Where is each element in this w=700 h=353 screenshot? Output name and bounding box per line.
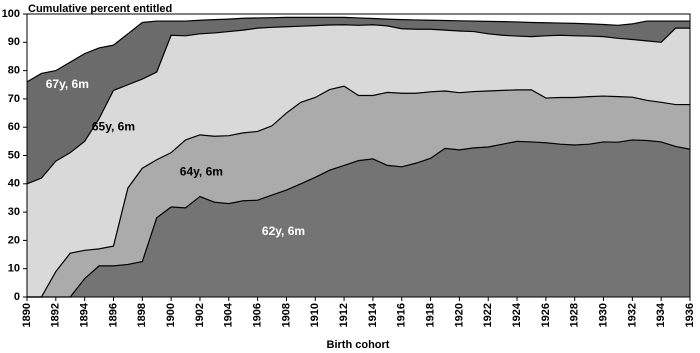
y-tick-label: 70 [8, 93, 20, 105]
x-tick-label: 1900 [165, 303, 177, 327]
y-tick-label: 20 [8, 234, 20, 246]
y-tick-label: 30 [8, 206, 20, 218]
x-tick-label: 1904 [223, 302, 235, 327]
x-tick-label: 1916 [396, 303, 408, 327]
area-line [27, 85, 690, 298]
chart-title: Cumulative percent entitled [28, 3, 172, 15]
y-tick-label: 80 [8, 65, 20, 77]
x-tick-label: 1914 [367, 302, 379, 327]
area-line [27, 139, 691, 298]
y-tick-label: 10 [8, 263, 20, 275]
x-tick-label: 1928 [569, 303, 581, 327]
y-tick-label: 100 [2, 8, 20, 20]
x-tick-label: 1926 [540, 303, 552, 327]
y-tick-label: 90 [8, 36, 20, 48]
x-tick-label: 1920 [453, 303, 465, 327]
x-tick-label: 1912 [338, 303, 350, 327]
x-tick-label: 1902 [194, 303, 206, 327]
x-tick-label: 1892 [50, 303, 62, 327]
x-tick-label: 1924 [511, 302, 523, 327]
area-line [26, 24, 690, 185]
x-tick-label: 1896 [107, 303, 119, 327]
x-tick-label: 1898 [136, 303, 148, 327]
x-tick-label: 1890 [21, 303, 33, 327]
series-label: 65y, 6m [92, 119, 135, 133]
area-line [26, 16, 690, 83]
y-tick-label: 0 [14, 291, 20, 303]
x-tick-label: 1936 [684, 303, 696, 327]
x-tick-label: 1908 [280, 303, 292, 327]
y-tick-label: 40 [8, 178, 20, 190]
y-tick-label: 60 [8, 121, 20, 133]
x-tick-label: 1906 [252, 303, 264, 327]
series-label: 62y, 6m [262, 224, 305, 238]
x-tick-label: 1918 [424, 303, 436, 327]
x-tick-label: 1934 [655, 302, 667, 327]
x-tick-label: 1932 [626, 303, 638, 327]
series-label: 67y, 6m [46, 77, 89, 91]
x-tick-label: 1894 [79, 302, 91, 327]
y-tick-label: 50 [8, 149, 20, 161]
x-tick-label: 1910 [309, 303, 321, 327]
area [27, 139, 690, 297]
x-tick-label: 1930 [597, 303, 609, 327]
x-axis-label: Birth cohort [327, 339, 390, 351]
series-label: 64y, 6m [180, 165, 223, 179]
x-tick-label: 1922 [482, 303, 494, 327]
